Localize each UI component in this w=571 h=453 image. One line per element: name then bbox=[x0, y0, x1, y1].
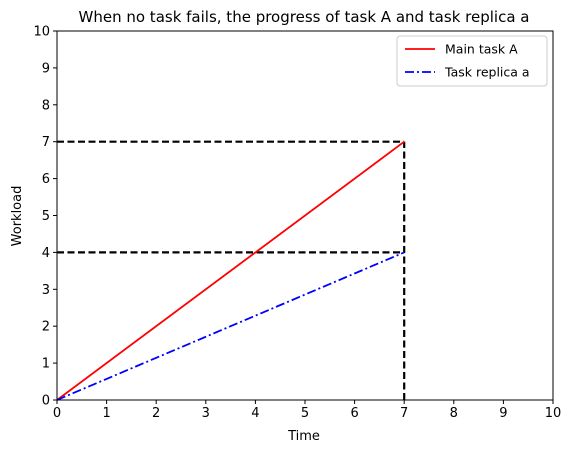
y-tick-label: 6 bbox=[42, 172, 50, 187]
x-tick-label: 5 bbox=[301, 406, 309, 421]
x-tick-label: 1 bbox=[102, 406, 110, 421]
x-tick-label: 2 bbox=[152, 406, 160, 421]
y-tick-label: 9 bbox=[42, 61, 50, 76]
y-tick-label: 8 bbox=[42, 98, 50, 113]
y-tick-label: 7 bbox=[42, 135, 50, 150]
chart-title: When no task fails, the progress of task… bbox=[79, 8, 530, 26]
plot-area: 0 1 2 3 4 5 6 7 8 9 10 0 1 2 3 4 5 6 7 8 9 10 bbox=[33, 25, 561, 422]
x-tick-label: 8 bbox=[450, 406, 458, 421]
x-tick-label: 3 bbox=[202, 406, 210, 421]
y-tick-label: 10 bbox=[33, 25, 50, 40]
legend: Main task A Task replica a bbox=[396, 35, 548, 87]
x-tick-label: 9 bbox=[499, 406, 507, 421]
x-tick-label: 10 bbox=[545, 406, 562, 421]
series-line-2 bbox=[56, 251, 405, 401]
y-tick-label: 0 bbox=[42, 394, 50, 409]
x-tick-label: 4 bbox=[251, 406, 259, 421]
legend-label: Task replica a bbox=[444, 65, 530, 80]
y-tick-label: 3 bbox=[42, 283, 50, 298]
legend-label: Main task A bbox=[445, 42, 518, 57]
series-line-1 bbox=[56, 140, 405, 401]
y-tick-label: 4 bbox=[42, 246, 50, 261]
y-tick-label: 5 bbox=[42, 209, 50, 224]
x-axis-label: Time bbox=[287, 429, 320, 444]
x-tick-label: 0 bbox=[53, 406, 61, 421]
y-tick-label: 2 bbox=[42, 320, 50, 335]
x-tick-label: 7 bbox=[400, 406, 408, 421]
x-tick-label: 6 bbox=[350, 406, 358, 421]
y-axis-label: Workload bbox=[10, 186, 25, 247]
y-tick-label: 1 bbox=[42, 357, 50, 372]
